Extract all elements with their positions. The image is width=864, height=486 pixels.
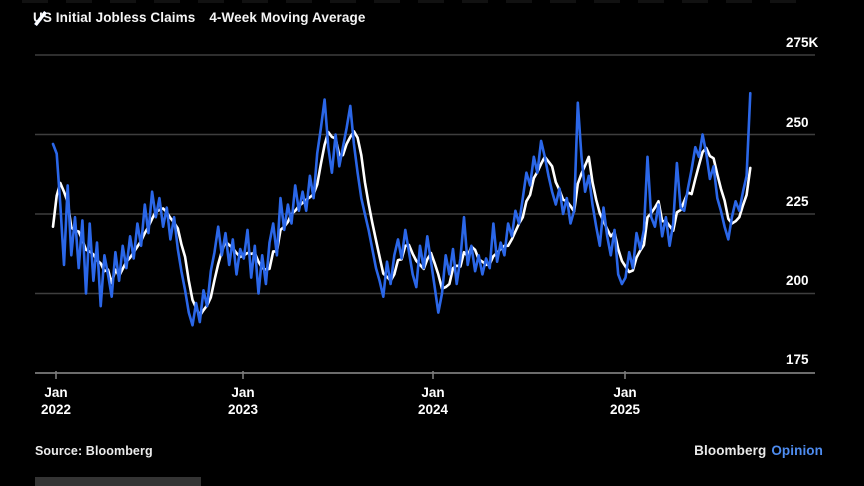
x-label-year: 2024 — [417, 402, 449, 417]
x-label-month: Jan — [421, 385, 445, 400]
bloomberg-opinion-logo: Bloomberg Opinion — [694, 443, 823, 458]
cropped-text-remnant-strip — [22, 0, 804, 3]
moving-average-line — [51, 130, 752, 318]
x-label-month: Jan — [231, 385, 255, 400]
x-label-year: 2023 — [227, 402, 259, 417]
x-axis-label-jan-2022: Jan 2022 — [16, 384, 96, 418]
x-axis-label-jan-2025: Jan 2025 — [585, 384, 665, 418]
x-label-year: 2025 — [609, 402, 641, 417]
x-label-year: 2022 — [40, 402, 72, 417]
chart-legend: US Initial Jobless Claims 4-Week Moving … — [33, 10, 366, 27]
brand-suffix: Opinion — [771, 443, 823, 458]
x-axis-label-jan-2023: Jan 2023 — [203, 384, 283, 418]
legend-label-jobless-claims: US Initial Jobless Claims — [33, 10, 196, 25]
jobless-claims-line — [51, 91, 752, 327]
horizontal-scrollbar-thumb[interactable] — [35, 477, 201, 486]
x-axis-label-jan-2024: Jan 2024 — [393, 384, 473, 418]
legend-item-jobless-claims: US Initial Jobless Claims — [33, 10, 196, 27]
legend-item-moving-average: 4-Week Moving Average — [34, 10, 366, 27]
brand-name: Bloomberg — [694, 443, 767, 458]
y-axis-label-275k: 275K — [786, 35, 819, 50]
x-label-month: Jan — [44, 385, 68, 400]
y-axis-label-225: 225 — [786, 194, 809, 209]
y-axis-label-250: 250 — [786, 115, 809, 130]
y-axis-label-175: 175 — [786, 352, 809, 367]
white-slash-icon — [34, 10, 47, 27]
legend-label-moving-average: 4-Week Moving Average — [209, 10, 366, 25]
y-axis-label-200: 200 — [786, 273, 809, 288]
source-note: Source: Bloomberg — [35, 444, 153, 458]
x-label-month: Jan — [613, 385, 637, 400]
